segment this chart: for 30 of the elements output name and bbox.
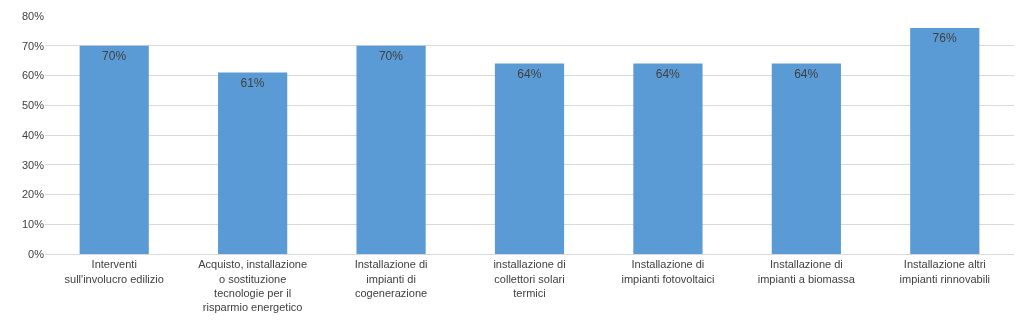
y-tick-label: 20% (21, 188, 45, 201)
y-tick-label: 0% (28, 247, 45, 260)
data-label: 64% (517, 66, 542, 81)
data-label: 70% (378, 48, 404, 63)
y-tick-label: 70% (21, 39, 45, 52)
x-tick-label: Installazione altri impianti rinnovabili (899, 258, 991, 285)
data-label: 64% (794, 66, 819, 81)
bar (356, 45, 426, 254)
x-tick-label: Acquisto, installazione o sostituzione tecnologie per il risparmio energetico (198, 258, 308, 314)
bar (79, 45, 149, 254)
y-tick-label: 10% (21, 218, 45, 231)
x-tick-label: Installazione di impianti fotovoltaici (621, 258, 715, 285)
bar (771, 63, 841, 254)
y-tick-label: 80% (21, 9, 45, 22)
x-tick-label: installazione di collettori solari termici (493, 258, 566, 299)
y-tick-label: 30% (21, 158, 45, 171)
data-label: 76% (932, 30, 957, 45)
data-label: 61% (240, 75, 265, 90)
y-tick-label: 40% (21, 128, 45, 141)
x-tick-label: Interventi sull'involucro edilizio (64, 258, 164, 285)
bar (494, 63, 565, 254)
x-tick-label: Installazione di impianti a biomassa (757, 258, 856, 285)
bar (218, 72, 288, 254)
data-label: 64% (655, 66, 681, 81)
y-tick-label: 50% (21, 99, 45, 112)
bar (633, 63, 703, 254)
data-label: 70% (102, 48, 127, 63)
bar (910, 27, 980, 254)
y-tick-label: 60% (21, 69, 45, 82)
x-tick-label: Installazione di impianti di cogenerazione (354, 258, 428, 299)
